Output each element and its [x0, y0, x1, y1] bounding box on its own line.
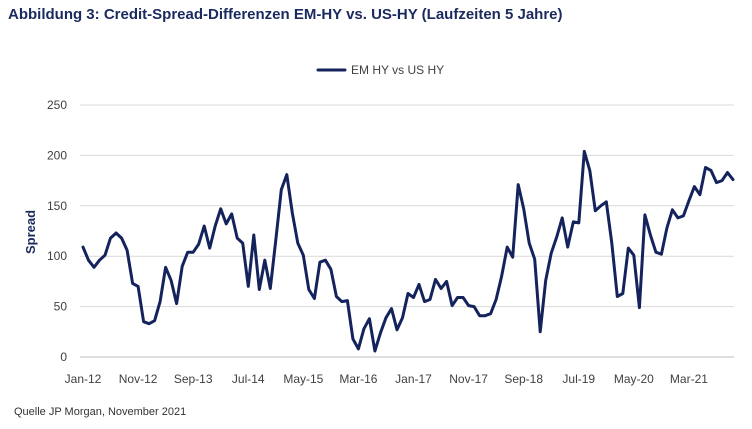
x-tick-label: May-15 — [283, 372, 323, 386]
x-tick-label: Sep-18 — [504, 372, 543, 386]
y-tick-label: 50 — [54, 300, 68, 314]
legend: EM HY vs US HY — [316, 63, 444, 77]
x-tick-label: Nov-17 — [449, 372, 488, 386]
x-tick-label: Mar-21 — [670, 372, 708, 386]
legend-label: EM HY vs US HY — [351, 63, 444, 77]
x-tick-label: Mar-16 — [339, 372, 377, 386]
x-tick-label: Jan-12 — [65, 372, 102, 386]
x-axis: Jan-12 Nov-12 Sep-13 Jul-14 May-15 Mar-16 Jan-… — [65, 372, 709, 386]
x-tick-label: Jul-19 — [562, 372, 595, 386]
y-tick-label: 250 — [47, 98, 67, 112]
series-line-em-hy-vs-us-hy — [81, 149, 735, 353]
y-tick-label: 200 — [47, 148, 67, 162]
x-tick-label: Sep-13 — [174, 372, 213, 386]
x-tick-label: Nov-12 — [119, 372, 158, 386]
x-tick-label: Jul-14 — [232, 372, 265, 386]
y-tick-label: 100 — [47, 249, 67, 263]
y-tick-label: 0 — [60, 350, 67, 364]
grid-lines — [80, 104, 734, 358]
source-note: Quelle JP Morgan, November 2021 — [14, 406, 187, 418]
y-tick-label: 150 — [47, 199, 67, 213]
y-axis: 0 50 100 150 200 250 — [47, 98, 67, 364]
y-axis-title: Spread — [23, 210, 38, 254]
x-tick-label: May-20 — [614, 372, 654, 386]
x-tick-label: Jan-17 — [395, 372, 432, 386]
page-title: Abbildung 3: Credit-Spread-Differenzen E… — [8, 6, 563, 23]
